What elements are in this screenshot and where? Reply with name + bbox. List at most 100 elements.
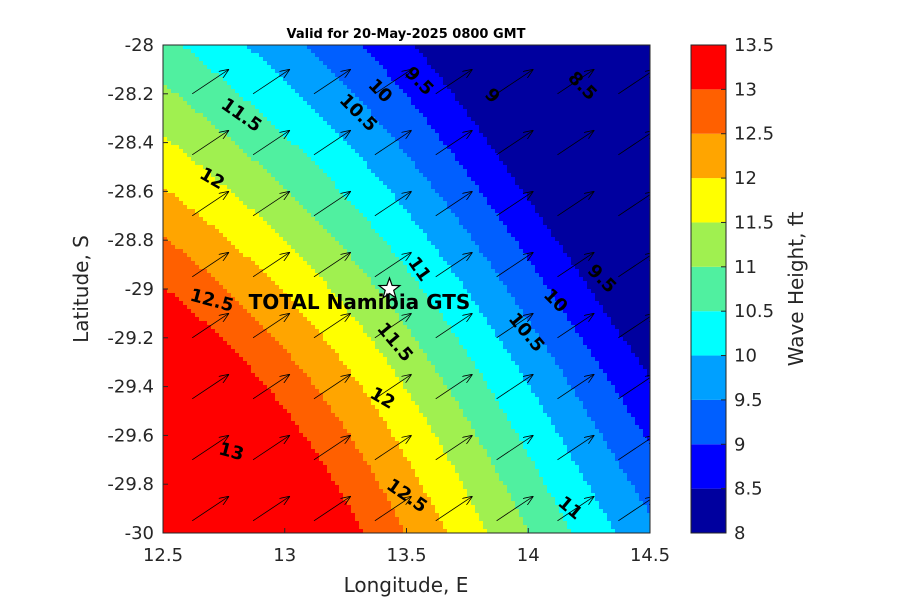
contour-cell bbox=[387, 53, 392, 58]
contour-cell bbox=[399, 173, 404, 178]
contour-cell bbox=[331, 45, 336, 50]
contour-cell bbox=[327, 145, 332, 150]
contour-cell bbox=[531, 113, 536, 118]
contour-cell bbox=[259, 109, 264, 114]
contour-cell bbox=[411, 81, 416, 86]
contour-cell bbox=[239, 137, 244, 142]
contour-cell bbox=[491, 85, 496, 90]
contour-cell bbox=[291, 85, 296, 90]
contour-cell bbox=[467, 45, 472, 50]
contour-cell bbox=[575, 189, 580, 194]
contour-cell bbox=[419, 53, 424, 58]
contour-cell bbox=[339, 185, 344, 190]
contour-cell bbox=[531, 157, 536, 162]
contour-cell bbox=[327, 61, 332, 66]
contour-cell bbox=[623, 169, 628, 174]
contour-cell bbox=[643, 117, 648, 122]
contour-cell bbox=[647, 153, 650, 158]
contour-cell bbox=[387, 157, 392, 162]
contour-cell bbox=[223, 161, 228, 166]
contour-cell bbox=[163, 141, 168, 146]
contour-cell bbox=[319, 177, 324, 182]
contour-cell bbox=[271, 145, 276, 150]
contour-cell bbox=[371, 49, 376, 54]
contour-cell bbox=[563, 97, 568, 102]
contour-cell bbox=[231, 133, 236, 138]
contour-cell bbox=[551, 197, 556, 202]
contour-cell bbox=[479, 117, 484, 122]
contour-cell bbox=[263, 89, 268, 94]
contour-cell bbox=[527, 49, 532, 54]
contour-cell bbox=[587, 153, 592, 158]
contour-cell bbox=[323, 153, 328, 158]
contour-cell bbox=[331, 109, 336, 114]
contour-cell bbox=[327, 201, 332, 206]
contour-cell bbox=[615, 161, 620, 166]
contour-cell bbox=[387, 105, 392, 110]
contour-cell bbox=[335, 77, 340, 82]
contour-cell bbox=[403, 141, 408, 146]
contour-cell bbox=[391, 97, 396, 102]
contour-cell bbox=[395, 73, 400, 78]
contour-cell bbox=[403, 117, 408, 122]
contour-cell bbox=[219, 85, 224, 90]
contour-cell bbox=[303, 205, 308, 210]
contour-cell bbox=[207, 101, 212, 106]
contour-cell bbox=[563, 193, 568, 198]
contour-cell bbox=[239, 77, 244, 82]
contour-cell bbox=[267, 93, 272, 98]
contour-cell bbox=[211, 169, 216, 174]
contour-cell bbox=[255, 185, 260, 190]
contour-cell bbox=[447, 61, 452, 66]
contour-cell bbox=[647, 105, 650, 110]
contour-cell bbox=[335, 101, 340, 106]
contour-cell bbox=[491, 81, 496, 86]
contour-cell bbox=[595, 57, 600, 62]
contour-cell bbox=[187, 125, 192, 130]
contour-cell bbox=[411, 181, 416, 186]
contour-cell bbox=[179, 69, 184, 74]
contour-cell bbox=[587, 205, 592, 210]
contour-cell bbox=[531, 53, 536, 58]
contour-cell bbox=[355, 69, 360, 74]
contour-cell bbox=[435, 141, 440, 146]
contour-cell bbox=[427, 145, 432, 150]
contour-cell bbox=[207, 181, 212, 186]
contour-cell bbox=[579, 53, 584, 58]
contour-cell bbox=[391, 165, 396, 170]
contour-cell bbox=[267, 161, 272, 166]
contour-cell bbox=[631, 49, 636, 54]
contour-cell bbox=[275, 165, 280, 170]
contour-cell bbox=[215, 61, 220, 66]
contour-cell bbox=[467, 53, 472, 58]
contour-cell bbox=[527, 105, 532, 110]
contour-cell bbox=[331, 121, 336, 126]
contour-cell bbox=[611, 57, 616, 62]
contour-cell bbox=[479, 109, 484, 114]
contour-cell bbox=[575, 201, 580, 206]
contour-cell bbox=[643, 85, 648, 90]
contour-cell bbox=[255, 125, 260, 130]
contour-cell bbox=[291, 173, 296, 178]
contour-cell bbox=[643, 169, 648, 174]
contour-cell bbox=[207, 189, 212, 194]
contour-cell bbox=[563, 57, 568, 62]
contour-cell bbox=[599, 165, 604, 170]
contour-cell bbox=[235, 69, 240, 74]
contour-cell bbox=[455, 73, 460, 78]
contour-cell bbox=[323, 201, 328, 206]
contour-cell bbox=[203, 105, 208, 110]
contour-cell bbox=[451, 69, 456, 74]
contour-cell bbox=[267, 133, 272, 138]
contour-cell bbox=[319, 105, 324, 110]
contour-cell bbox=[499, 113, 504, 118]
contour-cell bbox=[595, 181, 600, 186]
contour-cell bbox=[295, 157, 300, 162]
contour-cell bbox=[215, 53, 220, 58]
contour-cell bbox=[647, 129, 650, 134]
contour-cell bbox=[639, 157, 644, 162]
contour-cell bbox=[543, 49, 548, 54]
contour-cell bbox=[207, 113, 212, 118]
contour-cell bbox=[551, 189, 556, 194]
contour-cell bbox=[343, 61, 348, 66]
